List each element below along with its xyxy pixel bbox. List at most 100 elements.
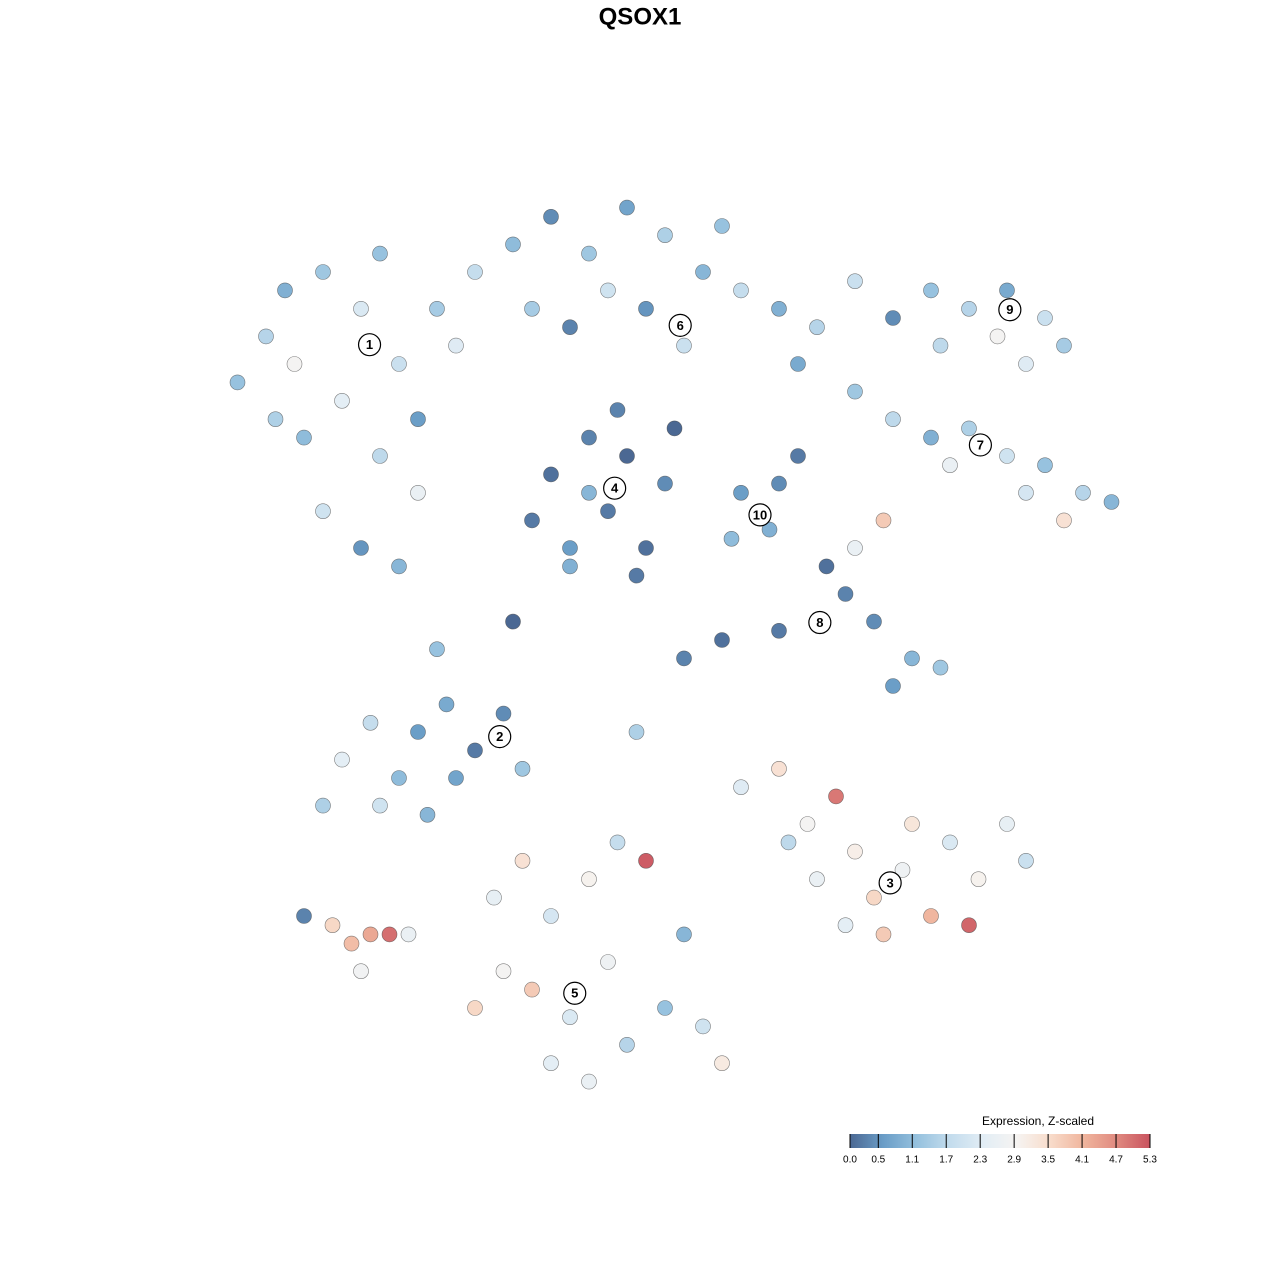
cluster-marker bbox=[357, 333, 382, 357]
point bbox=[505, 613, 521, 630]
point bbox=[961, 917, 977, 934]
point bbox=[524, 512, 540, 529]
point bbox=[733, 484, 749, 501]
point bbox=[286, 356, 303, 372]
colorbar-tick-label: 2.9 bbox=[1007, 1155, 1021, 1166]
point bbox=[999, 816, 1015, 832]
point bbox=[372, 448, 388, 464]
cluster-label: 5 bbox=[571, 986, 578, 1001]
point bbox=[818, 558, 835, 575]
point bbox=[771, 760, 787, 777]
point bbox=[828, 788, 844, 805]
colorbar-tick-label: 1.7 bbox=[939, 1155, 953, 1166]
point bbox=[1075, 484, 1091, 501]
point bbox=[904, 816, 920, 832]
colorbar-tick-label: 4.1 bbox=[1075, 1155, 1089, 1166]
point bbox=[619, 1037, 635, 1053]
cluster-marker bbox=[748, 503, 772, 527]
point bbox=[514, 852, 531, 869]
point bbox=[495, 963, 512, 980]
point bbox=[657, 227, 673, 243]
point bbox=[600, 503, 616, 520]
point bbox=[543, 908, 559, 924]
cluster-label: 7 bbox=[977, 437, 984, 452]
point bbox=[353, 963, 369, 980]
point bbox=[733, 282, 749, 299]
point bbox=[372, 245, 388, 262]
point bbox=[448, 770, 464, 786]
point bbox=[1018, 356, 1034, 372]
point bbox=[410, 411, 426, 428]
point bbox=[619, 448, 635, 464]
point bbox=[343, 935, 360, 952]
point bbox=[885, 310, 901, 326]
point bbox=[894, 862, 911, 878]
point bbox=[676, 926, 692, 943]
point bbox=[467, 1000, 483, 1016]
point bbox=[467, 264, 483, 280]
point bbox=[999, 448, 1015, 464]
point bbox=[790, 356, 806, 372]
point bbox=[514, 760, 531, 777]
points bbox=[229, 199, 1120, 1090]
point bbox=[1056, 512, 1072, 529]
point bbox=[600, 954, 616, 970]
cluster-marker bbox=[968, 433, 993, 457]
point bbox=[448, 337, 464, 354]
point bbox=[619, 199, 635, 216]
colorbar-tick-label: 0.0 bbox=[843, 1155, 857, 1166]
point bbox=[837, 917, 854, 934]
point bbox=[315, 797, 331, 814]
point bbox=[714, 218, 730, 234]
point bbox=[562, 558, 578, 575]
colorbar-gradient bbox=[850, 1134, 1150, 1148]
point bbox=[391, 770, 407, 786]
point bbox=[714, 1055, 730, 1071]
point bbox=[609, 402, 626, 418]
point bbox=[609, 834, 626, 851]
point bbox=[381, 926, 398, 943]
point bbox=[581, 1073, 597, 1090]
point bbox=[837, 586, 854, 602]
point bbox=[885, 411, 901, 428]
point bbox=[1018, 852, 1034, 869]
point bbox=[495, 705, 512, 722]
point bbox=[638, 540, 654, 556]
point bbox=[419, 806, 436, 823]
point bbox=[638, 300, 654, 317]
point bbox=[324, 917, 341, 934]
point bbox=[429, 641, 445, 658]
point bbox=[581, 245, 597, 262]
cluster-label: 2 bbox=[496, 729, 503, 744]
point bbox=[391, 558, 407, 575]
point bbox=[362, 714, 379, 731]
point bbox=[733, 779, 749, 796]
cluster-labels: 1 2 3 4 5 6 7 8 9 10 bbox=[357, 298, 1022, 1005]
point bbox=[875, 512, 892, 529]
point bbox=[362, 926, 379, 943]
point bbox=[771, 622, 787, 639]
point bbox=[875, 926, 892, 943]
point bbox=[562, 540, 578, 556]
point bbox=[562, 1009, 578, 1026]
point bbox=[229, 374, 246, 391]
point bbox=[676, 337, 692, 354]
point bbox=[600, 282, 616, 299]
point bbox=[932, 337, 949, 354]
cluster-marker bbox=[668, 313, 692, 337]
point bbox=[847, 273, 863, 290]
cluster-label: 3 bbox=[887, 875, 894, 890]
point bbox=[543, 1055, 559, 1071]
point bbox=[799, 816, 816, 832]
point bbox=[866, 613, 882, 630]
point bbox=[334, 392, 350, 409]
point bbox=[657, 1000, 673, 1016]
point bbox=[761, 521, 778, 538]
point bbox=[524, 300, 540, 317]
point bbox=[296, 908, 312, 924]
point bbox=[780, 834, 797, 851]
point bbox=[438, 696, 455, 713]
cluster-label: 10 bbox=[753, 507, 767, 522]
